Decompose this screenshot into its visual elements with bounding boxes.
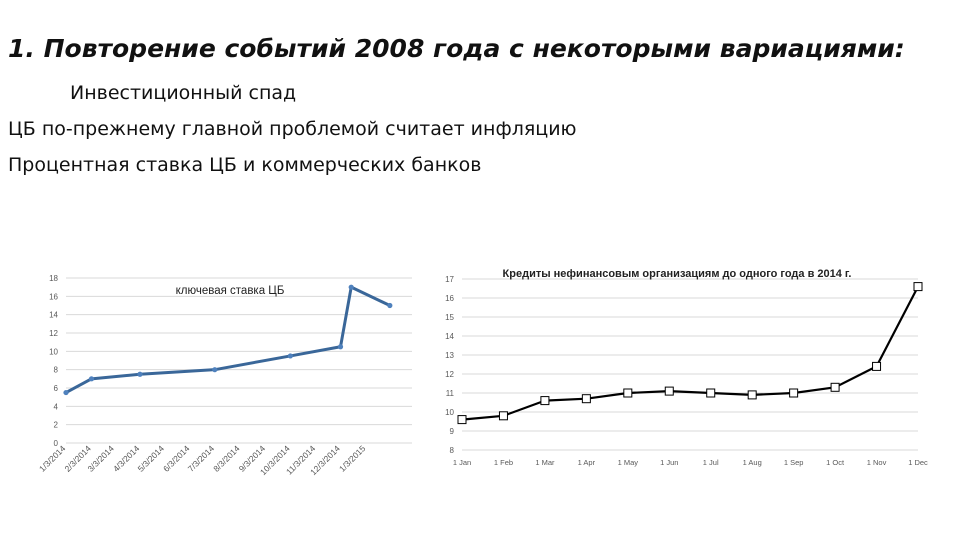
x-tick-label: 1 Dec bbox=[908, 458, 928, 467]
y-tick-label: 6 bbox=[54, 384, 59, 393]
y-tick-label: 4 bbox=[54, 402, 59, 411]
data-point bbox=[63, 389, 69, 396]
y-tick-label: 13 bbox=[445, 351, 454, 360]
y-tick-label: 14 bbox=[49, 311, 58, 320]
x-tick-label: 1 Oct bbox=[826, 458, 845, 467]
x-tick-label: 1 Jul bbox=[703, 458, 719, 467]
x-tick-label: 1 Apr bbox=[578, 458, 596, 467]
data-point bbox=[913, 282, 923, 292]
data-point bbox=[540, 396, 550, 406]
y-tick-label: 12 bbox=[445, 370, 454, 379]
y-tick-label: 12 bbox=[49, 329, 58, 338]
data-point bbox=[872, 361, 882, 371]
x-tick-label: 1 Aug bbox=[743, 458, 762, 467]
data-point bbox=[623, 388, 633, 398]
data-point bbox=[137, 371, 143, 377]
y-tick-label: 9 bbox=[450, 427, 455, 436]
data-point bbox=[789, 388, 799, 398]
y-tick-label: 14 bbox=[445, 332, 454, 341]
bullet-investment-decline: Инвестиционный спад bbox=[70, 82, 297, 104]
data-point bbox=[387, 302, 393, 309]
data-point bbox=[747, 390, 757, 400]
y-tick-label: 10 bbox=[445, 408, 454, 417]
data-point bbox=[212, 367, 218, 373]
data-point bbox=[88, 376, 95, 382]
series-line bbox=[461, 286, 919, 421]
chart-title: ключевая ставка ЦБ bbox=[176, 285, 285, 297]
y-tick-label: 8 bbox=[450, 446, 455, 455]
data-point bbox=[664, 386, 674, 396]
y-tick-label: 11 bbox=[446, 389, 455, 398]
x-tick-label: 1 Feb bbox=[494, 458, 513, 467]
y-tick-label: 8 bbox=[54, 366, 59, 375]
series-line bbox=[65, 285, 391, 394]
x-tick-label: 1 Mar bbox=[535, 458, 555, 467]
y-tick-label: 15 bbox=[445, 313, 454, 322]
data-point bbox=[337, 344, 344, 350]
data-point bbox=[457, 415, 467, 425]
x-tick-label: 1 May bbox=[618, 458, 639, 467]
data-point bbox=[830, 382, 840, 392]
y-tick-label: 16 bbox=[49, 292, 58, 301]
bullet-interest-rate: Процентная ставка ЦБ и коммерческих банк… bbox=[8, 154, 482, 176]
x-tick-label: 1 Jun bbox=[660, 458, 678, 467]
y-tick-label: 0 bbox=[54, 439, 59, 448]
data-point bbox=[287, 353, 293, 359]
x-tick-label: 1 Jan bbox=[453, 458, 471, 467]
chart-title: Кредиты нефинансовым организациям до одн… bbox=[503, 268, 852, 280]
slide-title: 1. Повторение событий 2008 года с некото… bbox=[8, 34, 905, 63]
x-tick-label: 1 Sep bbox=[784, 458, 804, 467]
data-point bbox=[498, 411, 508, 421]
y-tick-label: 17 bbox=[445, 275, 454, 284]
y-tick-label: 18 bbox=[49, 274, 58, 283]
y-tick-label: 10 bbox=[49, 347, 58, 356]
y-tick-label: 2 bbox=[54, 421, 59, 430]
x-tick-label: 1 Nov bbox=[867, 458, 887, 467]
bullet-inflation-problem: ЦБ по-прежнему главной проблемой считает… bbox=[8, 118, 577, 140]
y-tick-label: 16 bbox=[445, 294, 454, 303]
data-point bbox=[348, 284, 354, 290]
data-point bbox=[581, 394, 591, 404]
data-point bbox=[706, 388, 716, 398]
